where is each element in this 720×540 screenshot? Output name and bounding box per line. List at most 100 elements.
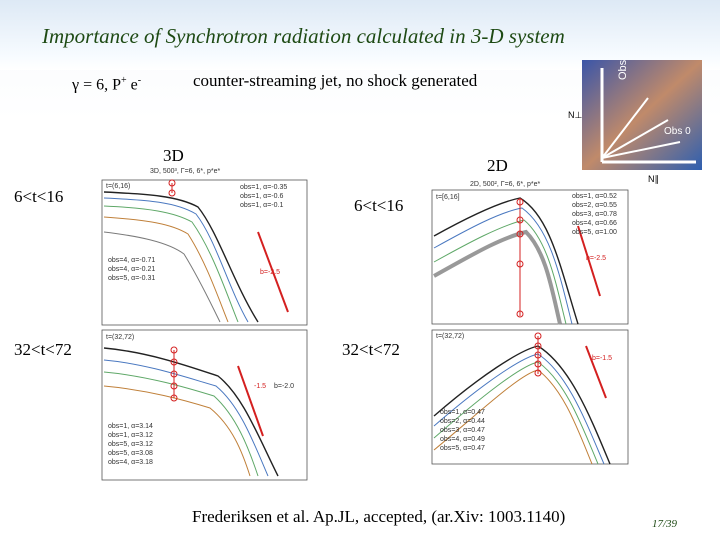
slide-title: Importance of Synchrotron radiation calc… bbox=[42, 24, 565, 48]
legend-entry: obs=3, α=0.78 bbox=[572, 211, 617, 218]
spectrum-curve bbox=[433, 207, 573, 325]
legend-entry: obs=5, α=1.00 bbox=[572, 229, 617, 236]
peak-marker bbox=[534, 351, 542, 359]
peak-marker bbox=[534, 369, 542, 377]
plot-3d-early-svg: 3D, 500³, Γ=6, 6*, p*e* t=(6,16) b=-2.5 … bbox=[101, 168, 308, 326]
title-band bbox=[0, 0, 720, 70]
plot-2d-early: 2D, 500², Γ=6, 6*, p*e* t=[6,16] b=-2.5 … bbox=[410, 176, 632, 326]
citation: Frederiksen et al. Ap.JL, accepted, (ar.… bbox=[192, 507, 566, 526]
legend-entry: obs=5, α=-0.31 bbox=[108, 275, 155, 282]
plot-2d-late: t=(32,72) b=-1.5 obs=1, α=0.47 obs=2, α=… bbox=[410, 326, 632, 466]
slide-subtitle: counter-streaming jet, no shock generate… bbox=[193, 71, 478, 90]
spectrum-curve bbox=[433, 229, 562, 325]
peak-marker bbox=[534, 360, 542, 368]
observer-ray bbox=[601, 97, 649, 159]
time-label: t=(6,16) bbox=[106, 183, 130, 190]
time-label: t=(32,72) bbox=[106, 334, 134, 341]
peak-marker bbox=[516, 216, 524, 224]
spectrum-curve bbox=[103, 347, 279, 477]
legend-top-right: obs=1, α=-0.35 obs=1, α=-0.6 obs=1, α=-0… bbox=[240, 184, 287, 209]
observer-geometry-inset: Obs 5 Obs 0 N⊥ N∥ bbox=[568, 51, 708, 186]
peak-marker bbox=[534, 342, 542, 350]
axes-frame bbox=[101, 179, 308, 326]
plot-2d-early-svg: 2D, 500², Γ=6, 6*, p*e* t=[6,16] b=-2.5 … bbox=[431, 181, 629, 325]
legend-entry: obs=4, α=0.49 bbox=[440, 436, 485, 443]
legend-entry: obs=5, α=0.47 bbox=[440, 445, 485, 452]
peak-marker bbox=[534, 332, 542, 340]
page-number: 17/39 bbox=[652, 518, 678, 530]
peak-marker bbox=[516, 310, 524, 318]
legend-entry: obs=1, α=3.12 bbox=[108, 432, 153, 439]
inset-xlabel: N∥ bbox=[648, 174, 659, 184]
slope-line bbox=[585, 345, 607, 399]
slope-label: b=-2.5 bbox=[260, 269, 280, 276]
legend-entry: obs=5, α=3.08 bbox=[108, 450, 153, 457]
plot-3d-late-svg: t=(32,72) -1.5 b=-2.0 obs=1, α=3.14 obs=… bbox=[101, 329, 308, 481]
time-label: t=[6,16] bbox=[436, 194, 460, 201]
legend-entry: obs=5, α=3.12 bbox=[108, 441, 153, 448]
legend-entry: obs=1, α=-0.6 bbox=[240, 193, 283, 200]
peak-marker bbox=[516, 230, 524, 238]
slope-line bbox=[257, 231, 289, 313]
peak-marker bbox=[516, 260, 524, 268]
peak-marker bbox=[170, 358, 178, 366]
spectrum-curve bbox=[433, 219, 567, 325]
negative-charge-sup: - bbox=[137, 75, 142, 86]
spectrum-curve bbox=[433, 197, 579, 325]
peak-marker bbox=[516, 198, 524, 206]
legend-entry: obs=1, α=0.47 bbox=[440, 409, 485, 416]
legend-entry: obs=2, α=0.44 bbox=[440, 418, 485, 425]
observer-geometry-svg: Obs 5 Obs 0 N⊥ N∥ bbox=[568, 51, 702, 184]
slope-label: b=-1.5 bbox=[592, 355, 612, 362]
gamma-prefix: γ = 6, P bbox=[72, 76, 121, 94]
slope-label: -1.5 bbox=[254, 383, 266, 390]
range-3d-top: 6<t<16 bbox=[14, 187, 64, 206]
spectrum-curve bbox=[103, 359, 269, 477]
peak-marker bbox=[170, 382, 178, 390]
slope-label-2: b=-2.0 bbox=[274, 383, 294, 390]
obs0-label: Obs 0 bbox=[664, 126, 691, 137]
range-2d-bottom: 32<t<72 bbox=[342, 340, 400, 359]
axes-frame bbox=[101, 329, 308, 481]
obs5-label: Obs 5 bbox=[617, 58, 629, 80]
spectrum-curve bbox=[103, 385, 251, 477]
spectrum-curve bbox=[103, 231, 221, 323]
range-2d-top: 6<t<16 bbox=[354, 196, 404, 215]
particle-parameters: γ = 6, P+ e- bbox=[72, 75, 141, 94]
axes-frame bbox=[431, 329, 629, 465]
peak-marker bbox=[170, 394, 178, 402]
legend-entry: obs=1, α=-0.1 bbox=[240, 202, 283, 209]
legend-entry: obs=4, α=-0.71 bbox=[108, 257, 155, 264]
slope-label: b=-2.5 bbox=[586, 255, 606, 262]
spectrum-curve bbox=[103, 216, 229, 323]
range-3d-bottom: 32<t<72 bbox=[14, 340, 72, 359]
legend: obs=1, α=0.52 obs=2, α=0.55 obs=3, α=0.7… bbox=[572, 193, 617, 236]
plot-3d-early: 3D, 500³, Γ=6, 6*, p*e* t=(6,16) b=-2.5 … bbox=[88, 162, 310, 327]
legend-bottom-left: obs=4, α=-0.71 obs=4, α=-0.21 obs=5, α=-… bbox=[108, 257, 155, 282]
inset-ylabel: N⊥ bbox=[568, 110, 582, 120]
field-image bbox=[582, 60, 702, 170]
legend: obs=1, α=3.14 obs=1, α=3.12 obs=5, α=3.1… bbox=[108, 423, 153, 466]
legend-entry: obs=4, α=-0.21 bbox=[108, 266, 155, 273]
observer-ray bbox=[601, 141, 681, 159]
peak-marker bbox=[170, 370, 178, 378]
plot-2d-late-svg: t=(32,72) b=-1.5 obs=1, α=0.47 obs=2, α=… bbox=[431, 329, 629, 465]
legend-entry: obs=1, α=3.14 bbox=[108, 423, 153, 430]
legend-entry: obs=4, α=3.18 bbox=[108, 459, 153, 466]
axes-frame bbox=[431, 189, 629, 325]
legend-entry: obs=1, α=0.52 bbox=[572, 193, 617, 200]
legend-entry: obs=3, α=0.47 bbox=[440, 427, 485, 434]
spectrum-curve bbox=[103, 371, 259, 477]
time-label: t=(32,72) bbox=[436, 333, 464, 340]
plot-header: 3D, 500³, Γ=6, 6*, p*e* bbox=[150, 168, 220, 175]
spectrum-curve bbox=[103, 205, 239, 323]
plot-header: 2D, 500², Γ=6, 6*, p*e* bbox=[470, 181, 540, 188]
peak-marker bbox=[170, 346, 178, 354]
legend-entry: obs=4, α=0.66 bbox=[572, 220, 617, 227]
legend: obs=1, α=0.47 obs=2, α=0.44 obs=3, α=0.4… bbox=[440, 409, 485, 452]
slope-line bbox=[237, 365, 264, 437]
label-2d: 2D bbox=[487, 156, 508, 175]
spectrum-curve bbox=[103, 197, 249, 323]
legend-entry: obs=2, α=0.55 bbox=[572, 202, 617, 209]
plot-3d-late: t=(32,72) -1.5 b=-2.0 obs=1, α=3.14 obs=… bbox=[88, 326, 310, 491]
